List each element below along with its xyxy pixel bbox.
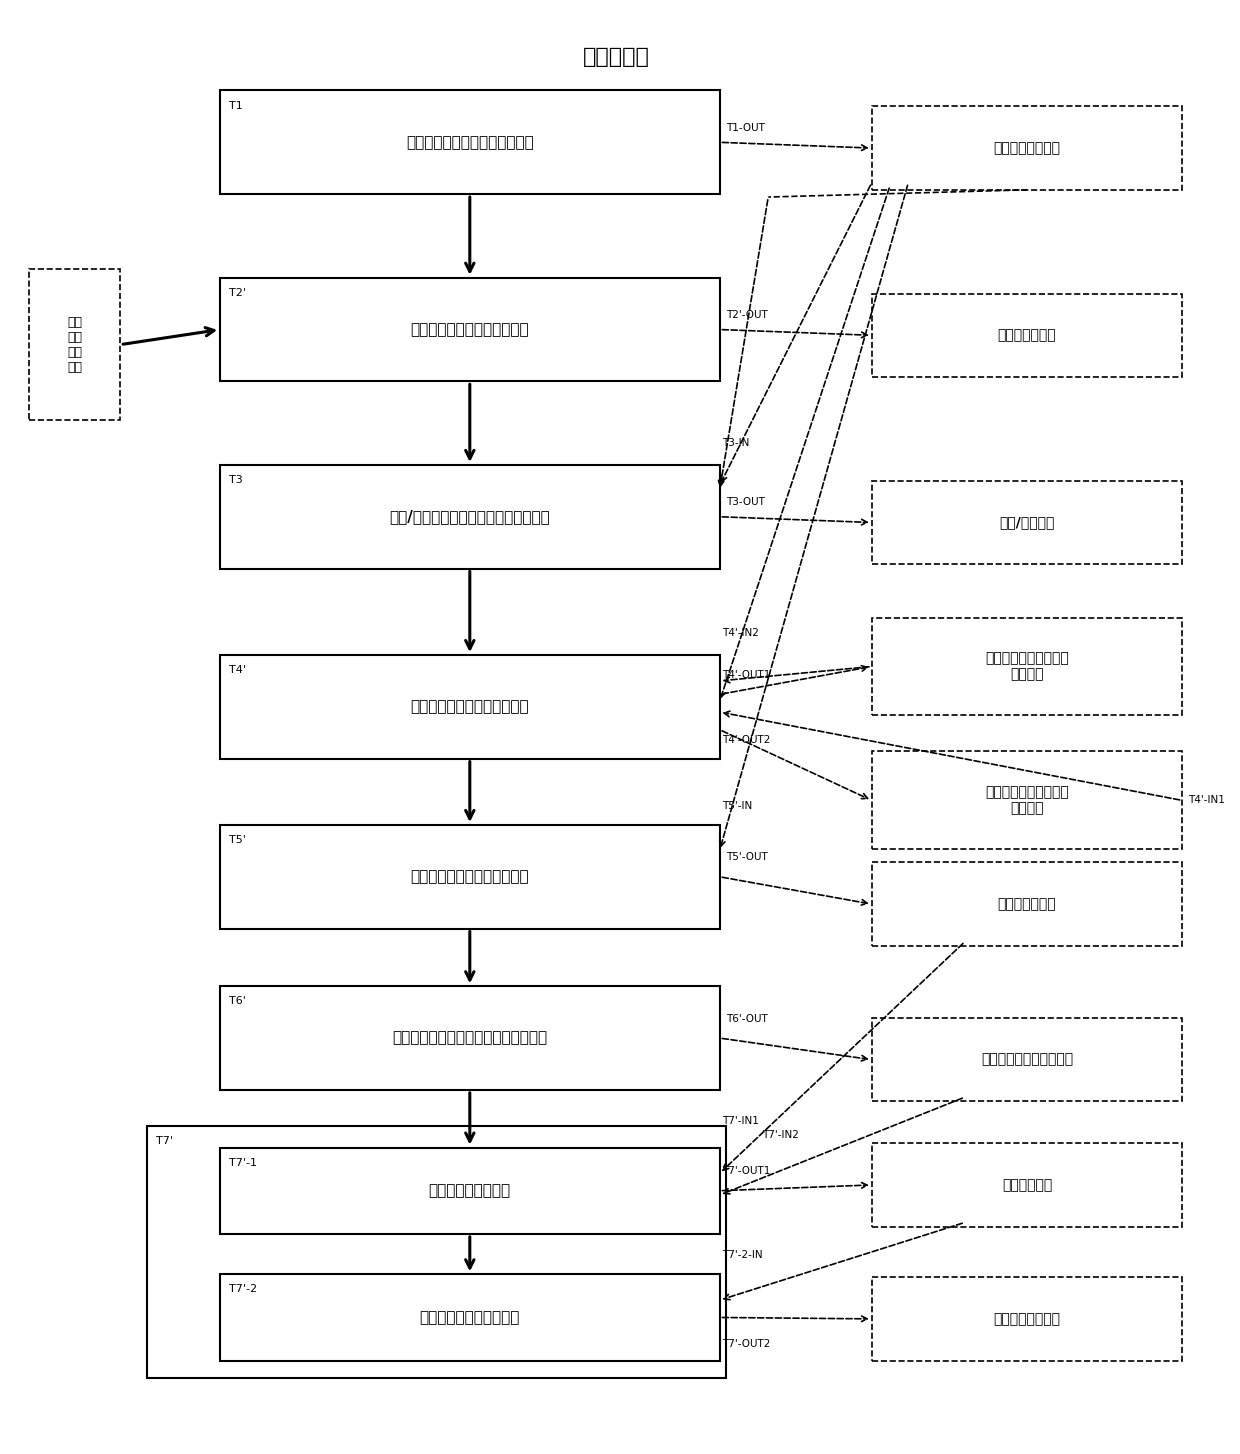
Text: 软件控制用蓄电池组电压: 软件控制用蓄电池组电压 bbox=[981, 1053, 1073, 1067]
Text: 不可用电池数目: 不可用电池数目 bbox=[998, 329, 1056, 342]
Text: T3-OUT: T3-OUT bbox=[725, 497, 765, 507]
Bar bbox=[221, 654, 719, 759]
Text: T5'-IN: T5'-IN bbox=[722, 801, 753, 810]
Text: T4': T4' bbox=[228, 664, 246, 675]
Text: 测试集合二: 测试集合二 bbox=[583, 48, 650, 67]
Bar bbox=[872, 1018, 1183, 1102]
Text: T2'-OUT: T2'-OUT bbox=[725, 310, 768, 320]
Text: T7'-IN1: T7'-IN1 bbox=[722, 1115, 759, 1125]
Bar bbox=[872, 752, 1183, 849]
Text: T2': T2' bbox=[228, 288, 246, 298]
Bar bbox=[872, 294, 1183, 377]
Text: 电源控制器遥测参数统计和计算: 电源控制器遥测参数统计和计算 bbox=[405, 135, 533, 150]
Text: 蓄电池组充电电流: 蓄电池组充电电流 bbox=[993, 141, 1060, 156]
Bar bbox=[872, 1277, 1183, 1361]
Text: 软件控制用蓄电池组电压自动统计计算: 软件控制用蓄电池组电压自动统计计算 bbox=[392, 1031, 547, 1045]
Text: T4'-OUT1: T4'-OUT1 bbox=[722, 670, 770, 680]
Bar bbox=[221, 465, 719, 569]
Bar bbox=[872, 862, 1183, 947]
Bar bbox=[221, 90, 719, 195]
Text: T3: T3 bbox=[228, 475, 242, 486]
Bar bbox=[221, 986, 719, 1090]
Text: T5'-OUT: T5'-OUT bbox=[725, 852, 768, 862]
Bar bbox=[872, 1143, 1183, 1227]
Text: T3-IN: T3-IN bbox=[722, 438, 749, 448]
Text: T7'-1: T7'-1 bbox=[228, 1157, 257, 1168]
Text: 光照/地影标志: 光照/地影标志 bbox=[999, 516, 1055, 529]
Text: T7'-OUT2: T7'-OUT2 bbox=[722, 1339, 770, 1349]
Bar bbox=[221, 278, 719, 381]
Bar bbox=[872, 481, 1183, 564]
Bar bbox=[148, 1125, 725, 1378]
Text: T6'-OUT: T6'-OUT bbox=[725, 1013, 768, 1024]
Text: T7'-IN2: T7'-IN2 bbox=[763, 1130, 799, 1140]
Text: T7'-2: T7'-2 bbox=[228, 1284, 257, 1294]
Bar bbox=[221, 1147, 719, 1234]
Bar bbox=[221, 824, 719, 929]
Text: 过充报警标识: 过充报警标识 bbox=[1002, 1178, 1053, 1192]
Text: 地影期电池组充电电流
异常标识: 地影期电池组充电电流 异常标识 bbox=[986, 785, 1069, 816]
Text: T4'-IN1: T4'-IN1 bbox=[1188, 795, 1225, 806]
Text: 光照期电池组充电电流
异常标识: 光照期电池组充电电流 异常标识 bbox=[986, 651, 1069, 682]
Bar bbox=[221, 1274, 719, 1361]
Text: T4'-IN2: T4'-IN2 bbox=[722, 628, 759, 638]
Text: T1-OUT: T1-OUT bbox=[725, 124, 765, 132]
Text: 地面
遥控
设置
指令: 地面 遥控 设置 指令 bbox=[67, 316, 82, 374]
Text: T7'-OUT1: T7'-OUT1 bbox=[722, 1166, 770, 1176]
Text: 过充电压基准值: 过充电压基准值 bbox=[998, 897, 1056, 912]
Text: T4'-OUT2: T4'-OUT2 bbox=[722, 736, 770, 746]
Text: 过充报警恢复标识: 过充报警恢复标识 bbox=[993, 1312, 1060, 1326]
Text: T7': T7' bbox=[155, 1136, 172, 1146]
Text: 蓄电池组充电电流正确性判断: 蓄电池组充电电流正确性判断 bbox=[410, 699, 529, 714]
Text: 单体电池可用状态标识及累计: 单体电池可用状态标识及累计 bbox=[410, 321, 529, 337]
Text: T7'-2-IN: T7'-2-IN bbox=[722, 1250, 763, 1259]
Text: T6': T6' bbox=[228, 996, 246, 1006]
Text: T1: T1 bbox=[228, 100, 242, 111]
Text: 蓄电池组过充电压基准值计算: 蓄电池组过充电压基准值计算 bbox=[410, 869, 529, 884]
Text: T5': T5' bbox=[228, 835, 246, 845]
Text: 光照/地影检测及蓄电池组自主充电设置: 光照/地影检测及蓄电池组自主充电设置 bbox=[389, 509, 551, 525]
Bar bbox=[872, 106, 1183, 190]
Text: 蓄电池组过充电恢复判断: 蓄电池组过充电恢复判断 bbox=[419, 1310, 520, 1325]
Bar bbox=[29, 269, 120, 420]
Bar bbox=[872, 618, 1183, 715]
Text: 蓄电池组过充电判断: 蓄电池组过充电判断 bbox=[429, 1184, 511, 1198]
